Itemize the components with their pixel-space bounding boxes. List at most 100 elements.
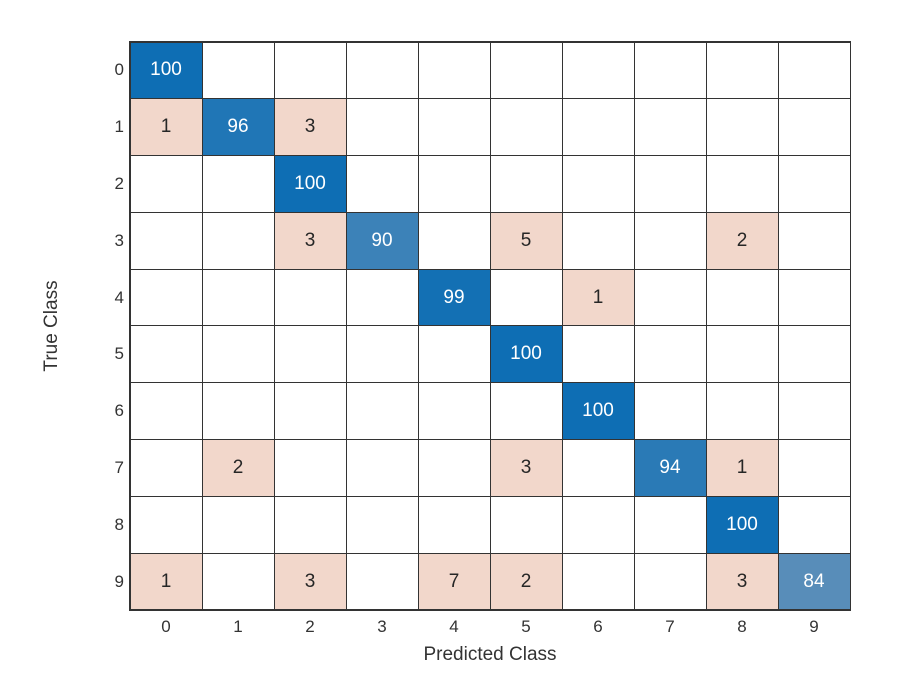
heatmap-cell [706, 98, 779, 156]
y-tick-label: 2 [96, 156, 124, 213]
heatmap-cell [778, 382, 851, 440]
heatmap-cell [202, 382, 275, 440]
heatmap-cell [706, 42, 779, 100]
heatmap-cell: 3 [274, 98, 347, 156]
heatmap-cell [346, 553, 419, 611]
x-tick-label: 5 [490, 616, 562, 638]
y-tick-label: 7 [96, 440, 124, 497]
heatmap-cell: 100 [562, 382, 635, 440]
heatmap-cell [202, 325, 275, 383]
heatmap-cell [274, 496, 347, 554]
heatmap-cell [490, 496, 563, 554]
heatmap-cell [130, 155, 203, 213]
heatmap-cell: 84 [778, 553, 851, 611]
heatmap-cell: 90 [346, 212, 419, 270]
heatmap-cell [778, 325, 851, 383]
heatmap-cell: 2 [490, 553, 563, 611]
y-tick-label: 1 [96, 99, 124, 156]
heatmap-cell: 3 [274, 212, 347, 270]
heatmap-cell [778, 439, 851, 497]
heatmap-cell: 5 [490, 212, 563, 270]
heatmap-cell [202, 42, 275, 100]
y-axis-label: True Class [41, 280, 63, 371]
heatmap-cell [346, 98, 419, 156]
y-tick-label: 4 [96, 269, 124, 326]
y-tick-label: 8 [96, 496, 124, 553]
x-tick-label: 1 [202, 616, 274, 638]
y-tick-label: 6 [96, 383, 124, 440]
heatmap-cell [778, 212, 851, 270]
heatmap-cell [130, 212, 203, 270]
heatmap-cell [346, 325, 419, 383]
heatmap-cell [490, 155, 563, 213]
heatmap-cell [634, 325, 707, 383]
heatmap-cell [634, 382, 707, 440]
x-axis-label: Predicted Class [130, 644, 850, 666]
y-tick-label: 5 [96, 326, 124, 383]
heatmap-cell [346, 269, 419, 327]
x-tick-label: 9 [778, 616, 850, 638]
heatmap-cell: 94 [634, 439, 707, 497]
heatmap-cell [562, 155, 635, 213]
heatmap-cell [778, 42, 851, 100]
x-tick-label: 4 [418, 616, 490, 638]
y-tick-label: 0 [96, 42, 124, 99]
heatmap-cell [130, 269, 203, 327]
heatmap-cell [418, 325, 491, 383]
heatmap-cell: 100 [130, 42, 203, 100]
heatmap-cell [634, 98, 707, 156]
x-tick-label: 7 [634, 616, 706, 638]
heatmap-cell [130, 382, 203, 440]
heatmap-cell [130, 325, 203, 383]
heatmap-cell [778, 496, 851, 554]
heatmap-cell [418, 98, 491, 156]
heatmap-grid: 100196310039052991100100239411001372384 [130, 42, 850, 610]
heatmap-cell: 100 [274, 155, 347, 213]
heatmap-cell [274, 269, 347, 327]
heatmap-cell [706, 155, 779, 213]
heatmap-cell [202, 269, 275, 327]
heatmap-cell [418, 496, 491, 554]
heatmap-cell: 99 [418, 269, 491, 327]
heatmap-cell: 1 [706, 439, 779, 497]
heatmap-cell [562, 325, 635, 383]
heatmap-cell [202, 212, 275, 270]
heatmap-cell: 2 [706, 212, 779, 270]
heatmap-cell: 100 [490, 325, 563, 383]
heatmap-cell [418, 439, 491, 497]
heatmap-cell [778, 269, 851, 327]
heatmap-cell [418, 212, 491, 270]
x-tick-label: 2 [274, 616, 346, 638]
heatmap-cell [418, 155, 491, 213]
heatmap-cell [346, 496, 419, 554]
heatmap-cell [706, 382, 779, 440]
heatmap-cell [562, 439, 635, 497]
heatmap-cell [130, 496, 203, 554]
heatmap-cell: 3 [490, 439, 563, 497]
heatmap-cell [202, 496, 275, 554]
heatmap-cell [706, 269, 779, 327]
heatmap-cell [778, 98, 851, 156]
heatmap-cell: 1 [130, 553, 203, 611]
heatmap-cell [562, 42, 635, 100]
heatmap-cell [634, 496, 707, 554]
heatmap-cell [490, 269, 563, 327]
x-tick-label: 6 [562, 616, 634, 638]
heatmap-cell [274, 439, 347, 497]
heatmap-cell [418, 42, 491, 100]
heatmap-cell [202, 553, 275, 611]
heatmap-cell [346, 155, 419, 213]
heatmap-cell [706, 325, 779, 383]
y-tick-label: 3 [96, 212, 124, 269]
x-tick-label: 0 [130, 616, 202, 638]
heatmap-cell [634, 212, 707, 270]
heatmap-cell: 1 [562, 269, 635, 327]
heatmap-cell [346, 382, 419, 440]
heatmap-cell [634, 269, 707, 327]
heatmap-cell [562, 212, 635, 270]
heatmap-cell: 3 [274, 553, 347, 611]
heatmap-cell [562, 553, 635, 611]
heatmap-cell [130, 439, 203, 497]
heatmap-cell [634, 155, 707, 213]
heatmap-cell [418, 382, 491, 440]
